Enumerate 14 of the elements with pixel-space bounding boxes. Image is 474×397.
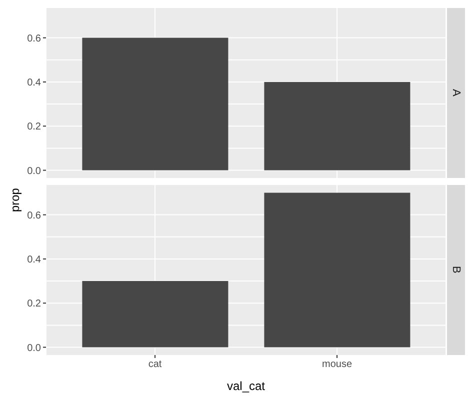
y-axis-title: prop: [8, 188, 22, 213]
x-axis-title: val_cat: [226, 379, 266, 393]
x-tick-label: mouse: [322, 359, 352, 370]
text: A: [450, 89, 462, 97]
y-tick-label: 0.6: [27, 33, 42, 44]
text: B: [450, 266, 462, 274]
y-tick-label: 0.6: [27, 210, 42, 222]
y-tick-label: 0.0: [27, 166, 42, 177]
y-tick-label: 0.0: [27, 342, 42, 354]
x-tick-label: cat: [148, 359, 162, 370]
y-tick-label: 0.2: [27, 298, 42, 310]
y-tick-label: 0.4: [27, 78, 42, 89]
y-tick-label: 0.2: [27, 122, 42, 133]
y-tick-label: 0.4: [27, 254, 42, 266]
